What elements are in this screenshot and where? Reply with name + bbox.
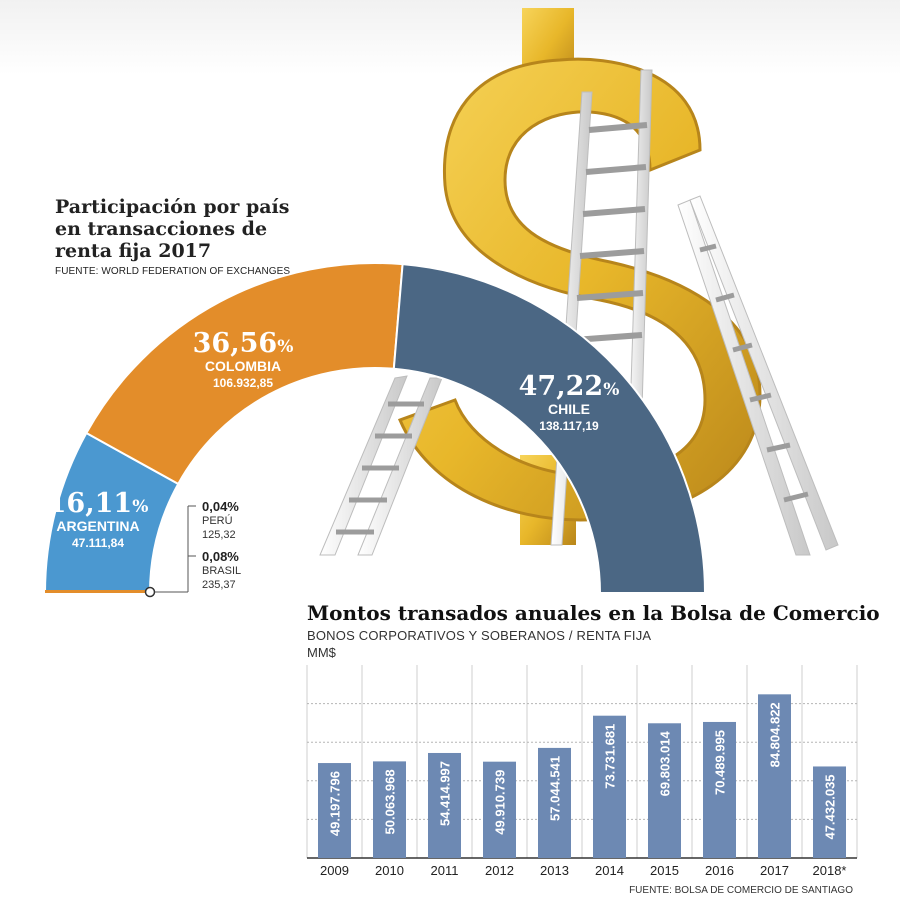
bar-value-label: 49.910.739 [493, 770, 508, 835]
slice-colombia-name: COLOMBIA [205, 358, 281, 374]
x-tick-label: 2010 [375, 863, 404, 878]
x-tick-label: 2018* [813, 863, 847, 878]
bar-2018* [813, 766, 846, 858]
slice-small-countries [45, 590, 150, 593]
slice-argentina-name: ARGENTINA [56, 518, 139, 534]
bar-chart-title: Montos transados anuales en la Bolsa de … [307, 601, 880, 625]
dollar-sign-icon [397, 8, 762, 545]
x-tick-label: 2013 [540, 863, 569, 878]
peru-percent: 0,04% [202, 499, 239, 514]
bar-value-label: 57.044.541 [548, 756, 563, 821]
brasil-name: BRASIL [202, 565, 242, 577]
bar-2011 [428, 752, 461, 858]
brasil-percent: 0,08% [202, 549, 239, 564]
peru-name: PERÚ [202, 515, 233, 527]
bar-2017 [758, 694, 791, 858]
slice-chile-name: CHILE [548, 401, 590, 417]
slice-argentina-percent: 16,11% [48, 488, 149, 519]
donut-title: Participación por país en transacciones … [55, 196, 290, 262]
bar-2010 [373, 761, 406, 858]
bar-value-label: 47.432.035 [823, 774, 838, 839]
x-tick-label: 2012 [485, 863, 514, 878]
donut-source: FUENTE: WORLD FEDERATION OF EXCHANGES [55, 266, 291, 277]
callout-anchor-dot [144, 586, 156, 598]
bar-chart-source: FUENTE: BOLSA DE COMERCIO DE SANTIAGO [629, 885, 853, 896]
bar-2015 [648, 723, 681, 858]
bar-2013 [538, 747, 571, 858]
bar-value-label: 54.414.997 [438, 761, 453, 826]
slice-argentina-value: 47.111,84 [72, 536, 124, 550]
small-slices-callout [144, 505, 196, 598]
bar-2012 [483, 761, 516, 858]
slice-colombia [85, 262, 404, 486]
x-tick-label: 2016 [705, 863, 734, 878]
peru-value: 125,32 [202, 529, 236, 541]
bar-value-label: 84.804.822 [768, 702, 783, 767]
slice-colombia-value: 106.932,85 [213, 376, 273, 390]
semi-donut-chart: 16,11%ARGENTINA 47.111,84 36,56%COLOMBIA 10… [43, 262, 707, 598]
ladder-left-icon [319, 375, 443, 556]
bar-value-label: 50.063.968 [383, 769, 398, 834]
slice-chile [392, 263, 707, 594]
bar-2016 [703, 721, 736, 858]
x-tick-label: 2009 [320, 863, 349, 878]
ladder-right-icon [677, 195, 839, 556]
x-tick-label: 2011 [431, 863, 459, 878]
bar-value-label: 49.197.796 [328, 771, 343, 836]
bar-chart-unit: MM$ [307, 645, 336, 660]
slice-colombia-percent: 36,56% [193, 328, 294, 359]
top-background-band [0, 0, 900, 75]
bar-value-label: 69.803.014 [658, 731, 673, 797]
slice-chile-value: 138.117,19 [539, 419, 599, 433]
bar-chart-subtitle: BONOS CORPORATIVOS Y SOBERANOS / RENTA F… [307, 628, 652, 643]
bar-2014 [593, 715, 626, 858]
bar-value-label: 70.489.995 [713, 730, 728, 795]
slice-chile-percent: 47,22% [519, 371, 620, 402]
x-tick-label: 2015 [650, 863, 679, 878]
x-tick-label: 2017 [760, 863, 789, 878]
bar-value-label: 73.731.681 [603, 724, 618, 789]
x-tick-label: 2014 [595, 863, 624, 878]
bar-2009 [318, 763, 351, 858]
brasil-value: 235,37 [202, 579, 236, 591]
